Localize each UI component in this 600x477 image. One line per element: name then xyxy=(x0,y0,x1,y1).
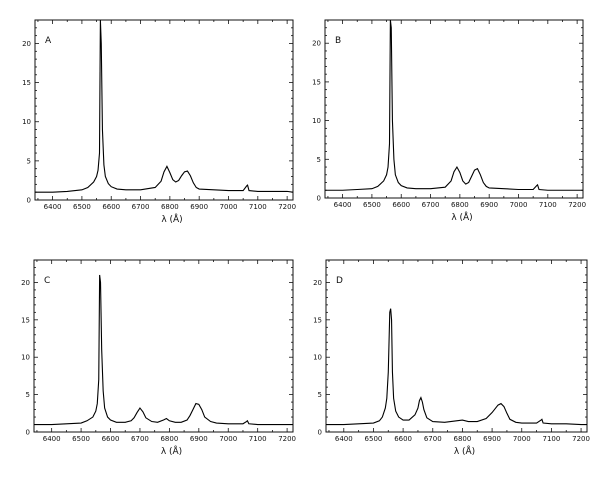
x-tick-label: 6400 xyxy=(335,435,353,443)
y-tick-label: 20 xyxy=(313,279,322,287)
x-tick-label: 6500 xyxy=(363,201,381,209)
y-tick-label: 15 xyxy=(312,78,321,86)
plot-frame xyxy=(325,259,588,433)
x-tick-label: 6900 xyxy=(190,435,208,443)
x-tick-label: 7000 xyxy=(219,435,237,443)
panel-d: 6400 6500 6600 6700 6800 6900 7000 7100 7200 0 5 10… xyxy=(313,259,590,457)
y-tick-label: 5 xyxy=(317,156,321,164)
y-tick-label: 10 xyxy=(313,354,322,362)
spectrum-line xyxy=(326,308,587,426)
panel-c: 6400 6500 6600 6700 6800 6900 7000 7100 7200 0 5 10… xyxy=(21,259,296,457)
x-tick-label: 6800 xyxy=(161,203,179,211)
x-tick-label: 6700 xyxy=(131,435,149,443)
plot-frame xyxy=(33,259,294,433)
y-tick-label: 15 xyxy=(313,316,322,324)
x-tick-label: 6500 xyxy=(73,203,91,211)
x-tick-label: 6400 xyxy=(334,201,352,209)
x-tick-label: 7100 xyxy=(249,203,267,211)
x-tick-label: 6900 xyxy=(190,203,208,211)
x-tick-label: 7000 xyxy=(513,435,531,443)
x-tick-label: 7200 xyxy=(278,203,296,211)
panel-label: D xyxy=(336,276,343,286)
x-tick-label: 6600 xyxy=(394,435,412,443)
x-tick-label: 7200 xyxy=(278,435,296,443)
spectrum-line xyxy=(325,20,583,191)
plot-frame xyxy=(324,19,584,199)
x-tick-label: 6900 xyxy=(480,201,498,209)
plot-frame xyxy=(34,19,294,201)
y-tick-label: 0 xyxy=(318,429,322,437)
x-tick-label: 6400 xyxy=(43,435,61,443)
x-tick-label: 6800 xyxy=(451,201,469,209)
y-tick-label: 5 xyxy=(318,391,322,399)
x-tick-label: 7000 xyxy=(220,203,238,211)
x-tick-label: 7100 xyxy=(249,435,267,443)
x-tick-label: 7000 xyxy=(510,201,528,209)
x-tick-label: 6600 xyxy=(392,201,410,209)
x-tick-label: 6700 xyxy=(132,203,150,211)
spectrum-line xyxy=(35,20,293,193)
x-tick-label: 6600 xyxy=(102,203,120,211)
y-tick-label: 5 xyxy=(26,391,30,399)
x-tick-label: 7200 xyxy=(572,435,590,443)
y-tick-label: 10 xyxy=(312,117,321,125)
y-tick-label: 0 xyxy=(27,197,31,205)
y-tick-label: 20 xyxy=(21,279,30,287)
y-tick-label: 15 xyxy=(22,79,31,87)
x-axis-label: λ (Å) xyxy=(451,211,472,223)
y-tick-label: 0 xyxy=(26,429,30,437)
x-tick-label: 7200 xyxy=(568,201,586,209)
y-tick-label: 20 xyxy=(22,40,31,48)
x-tick-label: 7100 xyxy=(542,435,560,443)
x-tick-label: 6500 xyxy=(365,435,383,443)
x-tick-label: 6700 xyxy=(424,435,442,443)
x-tick-label: 6700 xyxy=(422,201,440,209)
x-tick-label: 6500 xyxy=(72,435,90,443)
x-tick-label: 6800 xyxy=(160,435,178,443)
y-tick-label: 0 xyxy=(317,195,321,203)
panel-label: C xyxy=(44,276,50,286)
x-tick-label: 6800 xyxy=(454,435,472,443)
y-tick-label: 20 xyxy=(312,40,321,48)
panel-a: 6400 6500 6600 6700 6800 6900 7000 7100 7200 0 5 10… xyxy=(22,19,296,225)
y-tick-label: 5 xyxy=(27,157,31,165)
x-tick-label: 6900 xyxy=(483,435,501,443)
x-tick-label: 7100 xyxy=(539,201,557,209)
x-tick-label: 6400 xyxy=(44,203,62,211)
spectrum-line xyxy=(34,274,293,426)
x-tick-label: 6600 xyxy=(102,435,120,443)
x-axis-label: λ (Å) xyxy=(161,213,182,225)
panel-b: 6400 6500 6600 6700 6800 6900 7000 7100 7200 0 5 10… xyxy=(312,19,586,223)
y-tick-label: 15 xyxy=(21,316,30,324)
panel-label: B xyxy=(335,36,341,46)
panel-label: A xyxy=(45,36,52,46)
x-axis-label: λ (Å) xyxy=(161,445,182,457)
y-tick-label: 10 xyxy=(22,118,31,126)
y-tick-label: 10 xyxy=(21,354,30,362)
x-axis-label: λ (Å) xyxy=(454,445,475,457)
